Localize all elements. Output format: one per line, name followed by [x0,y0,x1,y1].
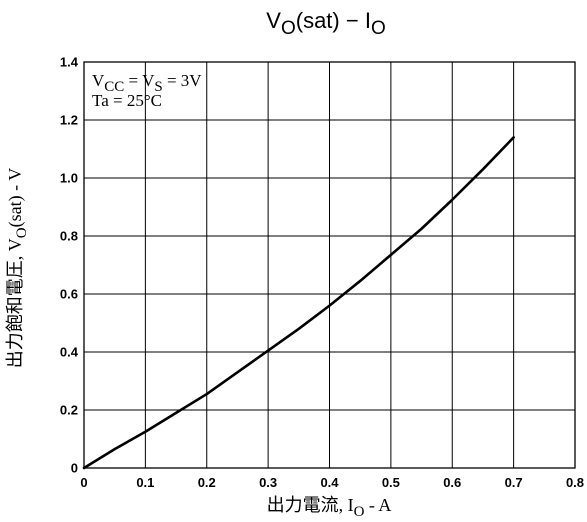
condition-ta: Ta = 25°C [92,91,162,110]
y-tick-label: 1.0 [60,171,78,186]
y-tick-label: 0.2 [60,403,78,418]
y-tick-label: 1.2 [60,113,78,128]
plot-frame [83,61,576,469]
grid [83,61,576,469]
y-tick-label: 0.4 [60,345,79,360]
x-axis-label: 出力電流, IO - A [267,495,392,520]
x-tick-label: 0.1 [136,475,154,490]
y-tick-label: 0.8 [60,229,78,244]
series-line [82,136,515,470]
condition-vcc: VCC = VS = 3V [92,71,202,95]
x-tick-label: 0.3 [259,475,277,490]
x-tick-labels: 0 0.1 0.2 0.3 0.4 0.5 0.6 0.7 0.8 [80,475,584,490]
x-tick-label: 0 [80,475,87,490]
y-tick-label: 0 [71,461,78,476]
chart-title: VO(sat) − IO [266,8,385,39]
y-tick-label: 1.4 [60,55,79,70]
x-tick-label: 0.2 [198,475,216,490]
x-tick-label: 0.7 [505,475,523,490]
x-tick-label: 0.5 [382,475,400,490]
y-tick-label: 0.6 [60,287,78,302]
y-axis-label: 出力飽和電圧, VO(sat) - V [5,168,30,369]
x-tick-label: 0.6 [443,475,461,490]
x-tick-label: 0.8 [566,475,584,490]
x-tick-label: 0.4 [320,475,339,490]
y-tick-labels: 0 0.2 0.4 0.6 0.8 1.0 1.2 1.4 [60,55,79,476]
